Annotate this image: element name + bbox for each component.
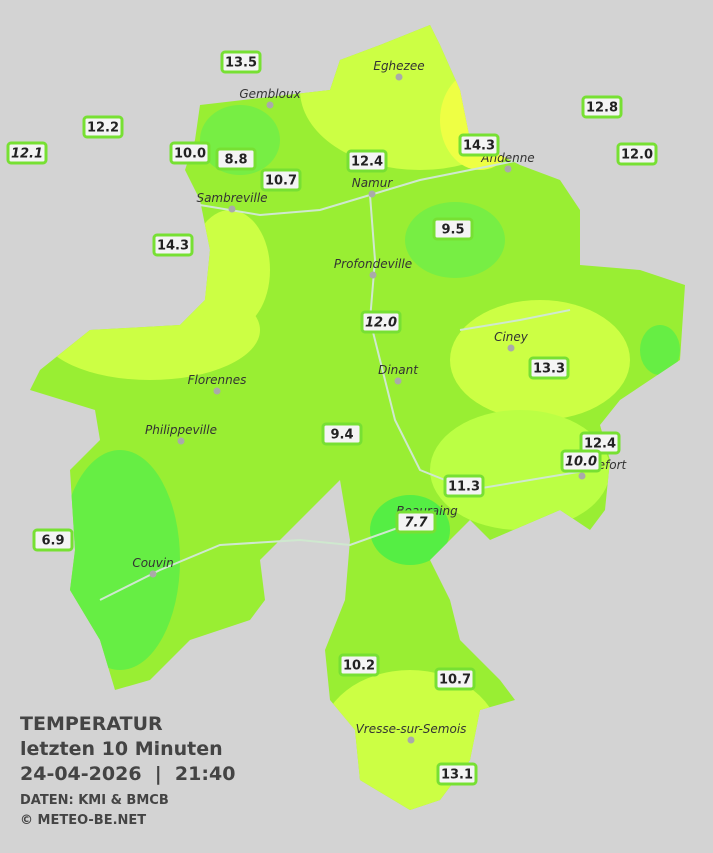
station-box [346,149,388,173]
station-box [395,510,437,534]
cities: EghezeeGemblouxNamurAndenneSambrevillePr… [132,59,628,744]
station-value: 10.7 [439,673,471,688]
city-label: Florennes [188,373,247,387]
city-dot [213,387,221,395]
city-dot [394,377,402,385]
legend-title: TEMPERATUR letzten 10 Minuten 24-04-2026… [20,713,235,828]
city-label: Sambreville [196,191,267,205]
city-dot [177,437,185,445]
city-dot [504,165,512,173]
station-box [560,449,602,473]
station-value: 12.2 [87,121,119,136]
city-label: Dinant [378,363,419,377]
station-value: 13.5 [225,56,257,71]
station-value: 14.3 [157,239,189,254]
city-label: Couvin [132,556,173,570]
station-box [321,422,363,446]
city-label: Profondeville [334,257,412,271]
station-value: 7.7 [404,516,428,531]
city-label: Vresse-sur-Semois [356,722,467,736]
station-box [458,133,500,157]
station-box [169,141,211,165]
station-value: 13.1 [441,768,473,783]
station-value: 6.9 [41,534,64,549]
station-box [82,115,124,139]
city-label: Ciney [494,330,529,344]
station-box [432,217,474,241]
station-box [6,141,48,165]
station-value: 12.0 [365,316,397,331]
station-box [32,528,74,552]
source: DATEN: KMI & BMCB [20,793,169,808]
station-value: 9.5 [441,223,464,238]
stations: 13.5 12.2 12.1 10.0 8.8 10.7 12.4 14.3 12.8 12.0 1… [6,50,658,786]
city-label: Namur [352,176,394,190]
station-value: 8.8 [224,153,247,168]
city-dot [149,570,157,578]
station-box [443,474,485,498]
city-dot [369,271,377,279]
city-dot [228,205,236,213]
station-box [616,142,658,166]
title-line: TEMPERATUR [20,713,163,735]
station-box [528,356,570,380]
station-value: 10.0 [174,147,206,162]
credit: © METEO-BE.NET [20,813,146,828]
station-box [581,95,623,119]
station-box [215,147,257,171]
station-value: 9.4 [330,428,353,443]
city-label: Eghezee [373,59,424,73]
city-dot [507,344,515,352]
city-label: Gembloux [239,87,301,101]
city-label: Philippeville [145,423,217,437]
station-value: 10.7 [265,174,297,189]
station-value: 12.8 [586,101,618,116]
station-box [338,653,380,677]
station-value: 12.1 [11,147,43,162]
station-box [434,667,476,691]
title-line: letzten 10 Minuten [20,738,223,760]
city-dot [368,190,376,198]
city-dot [578,472,586,480]
station-value: 13.3 [533,362,565,377]
city-dot [395,73,403,81]
station-box [152,233,194,257]
station-value: 11.3 [448,480,480,495]
station-box [260,168,302,192]
station-value: 10.0 [565,455,597,470]
city-dot [407,736,415,744]
station-box [436,762,478,786]
station-box [360,310,402,334]
station-value: 12.0 [621,148,653,163]
station-value: 14.3 [463,139,495,154]
station-value: 12.4 [351,155,383,170]
station-box [220,50,262,74]
station-value: 12.4 [584,437,616,452]
title-line: 24-04-2026 | 21:40 [20,763,235,785]
city-dot [266,101,274,109]
station-value: 10.2 [343,659,375,674]
